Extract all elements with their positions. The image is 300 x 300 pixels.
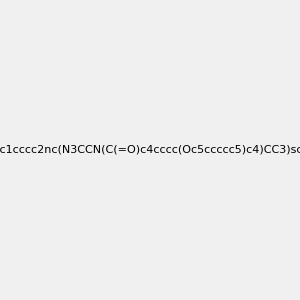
Text: COc1cccc2nc(N3CCN(C(=O)c4cccc(Oc5ccccc5)c4)CC3)sc12: COc1cccc2nc(N3CCN(C(=O)c4cccc(Oc5ccccc5)… — [0, 145, 300, 155]
